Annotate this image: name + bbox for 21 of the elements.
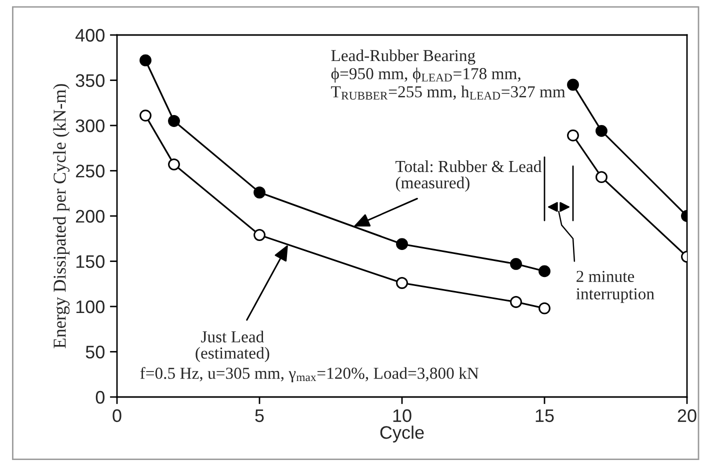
y-axis-title: Energy Dissipated per Cycle (kN-m) (53, 84, 70, 348)
y-tick-label: 400 (75, 28, 104, 42)
y-tick-label: 350 (76, 74, 104, 87)
text: Just Lead (estimated) (196, 330, 270, 362)
y-tick-label: 150 (76, 255, 104, 268)
x-tick-label: 20 (678, 409, 696, 422)
y-tick-label: 250 (76, 164, 104, 178)
x-tick-label: 0 (112, 409, 122, 422)
y-tick-label: 0 (96, 390, 104, 404)
x-tick-label: 10 (393, 409, 412, 422)
annotation: f=0.5 Hz, u=305 mm, γ$_{max}$=120%, Load=3,800 kN (140, 367, 479, 382)
text: Lead-Rubber Bearing ϕ=950 mm, ϕ$_{LEAD}$=178 mm, T$_{RUBBER}$=255 mm, h$_{LEAD}$=327 mm (331, 49, 566, 100)
y-tick-label: 200 (76, 210, 104, 223)
y-tick-label: 50 (86, 346, 104, 358)
x-axis-title: Cycle (380, 426, 424, 442)
text: Total: Rubber & Lead (measured) (396, 160, 542, 192)
x-tick-label: 15 (536, 409, 554, 422)
y-tick-label: 300 (76, 119, 104, 132)
x-tick-label: 5 (255, 409, 264, 422)
y-tick-label: 100 (76, 300, 104, 314)
annotation: 2 minute interruption (576, 270, 654, 303)
